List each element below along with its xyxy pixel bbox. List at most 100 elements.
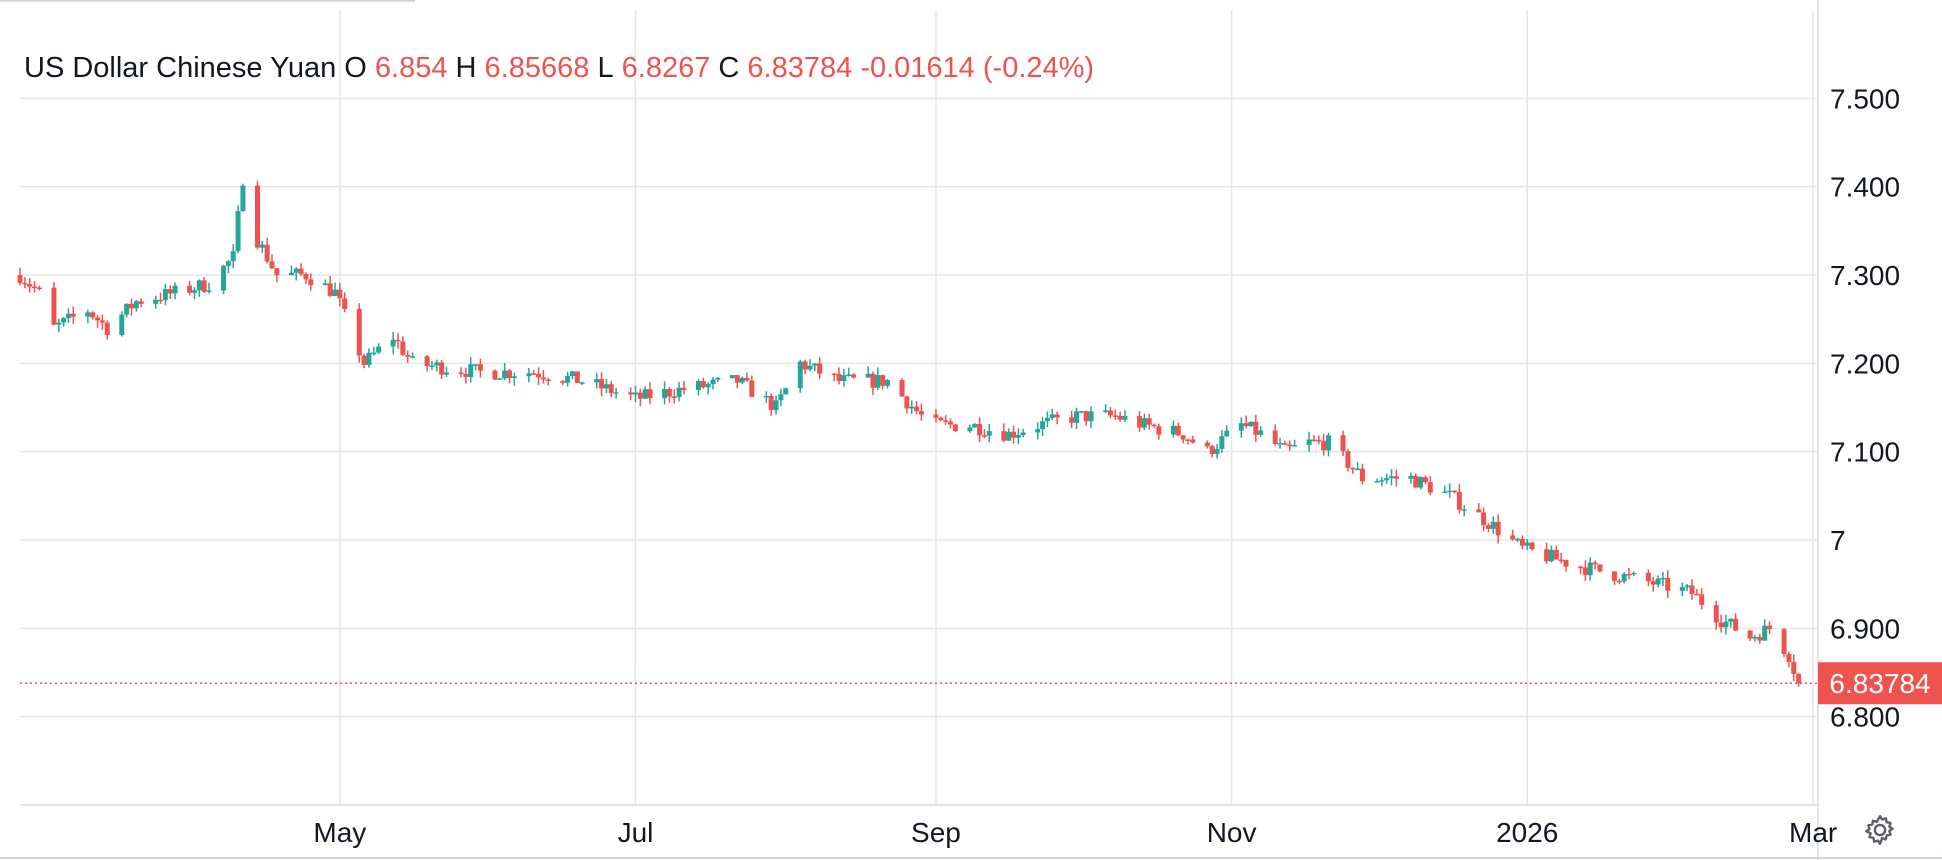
candle-body [705,384,711,388]
candle [1427,476,1433,496]
candle-body [1326,435,1332,451]
candle-body [1103,410,1109,413]
candle-body [1422,477,1428,483]
candle [812,363,818,372]
candle [778,388,784,407]
change-value: -0.01614 [860,52,975,84]
candle-body [61,318,67,323]
candle [1238,417,1244,438]
candle-body [1190,439,1196,443]
candle-body [1476,509,1482,513]
candle [1350,467,1356,474]
candle [1393,469,1399,487]
candle-body [1791,662,1797,675]
candle [468,357,474,383]
candle-body [1597,564,1603,572]
candle [1379,476,1385,487]
candle [1204,440,1210,449]
candle-body [492,370,498,380]
gear-icon[interactable] [1862,812,1898,848]
candle-body [269,261,275,269]
candle [676,382,682,402]
candle-body [322,283,328,286]
candle [1645,569,1651,586]
candle [628,387,634,401]
candle [943,415,949,425]
candle-body [264,244,270,262]
candle [1548,545,1554,563]
candle-body [1277,443,1283,445]
candle-body [1345,451,1351,468]
candle-body [1447,490,1453,493]
candle [1035,422,1041,440]
candle-body [1044,417,1050,422]
candle [1117,411,1123,422]
candle [666,387,672,403]
candle [1146,413,1152,430]
candle-body [846,374,852,377]
candle-body [133,301,139,309]
candle [1592,560,1598,570]
candle-body [642,389,648,399]
candle-body [371,352,377,355]
candle-body [1040,421,1046,430]
candle-body [497,378,503,380]
candle-body [977,424,983,436]
candle [1326,432,1332,457]
candle-body [1049,414,1055,418]
candle-body [51,287,57,325]
candle-body [1515,538,1521,541]
candle [531,370,537,375]
candle [429,361,435,371]
candle [1699,588,1705,610]
candle-body [933,414,939,418]
candle [1040,417,1046,436]
candle-body [1524,542,1530,546]
candle-body [899,380,905,397]
candle-body [36,287,42,290]
candle [1490,516,1496,534]
candle-body [90,312,96,318]
candle-body [1384,478,1390,481]
candle-body [1413,475,1419,488]
price-tick-label: 7.100 [1830,437,1900,468]
candle [1355,461,1361,471]
candle [637,388,643,407]
candle-body [1408,475,1414,479]
candle-body [22,282,28,285]
candle [1103,404,1109,414]
candle-body [1665,577,1671,591]
candle [104,320,110,340]
candle [225,260,231,274]
candle [506,368,512,384]
candle-body [1112,415,1118,417]
candle [1621,572,1627,584]
candle [715,377,721,383]
candle [390,331,396,355]
candle-body [1311,439,1317,442]
candle-body [608,384,614,394]
candle [1578,565,1584,575]
candle [1519,535,1525,550]
candle [1529,541,1535,551]
candle-body [1214,448,1220,454]
candle [167,285,173,299]
candle [1616,578,1622,585]
candle-body [1350,467,1356,470]
candle [259,240,265,254]
candle-body [1529,542,1535,550]
candle-body [1175,425,1181,436]
candle-body [647,389,653,399]
candle [1292,439,1298,447]
candle [797,359,803,393]
open-label: O [344,52,367,84]
candle-body [695,380,701,391]
candle [613,387,619,399]
last-price-label: 6.83784 [1829,668,1930,699]
candle [1481,507,1487,532]
candle [977,417,983,443]
candle [594,372,600,389]
